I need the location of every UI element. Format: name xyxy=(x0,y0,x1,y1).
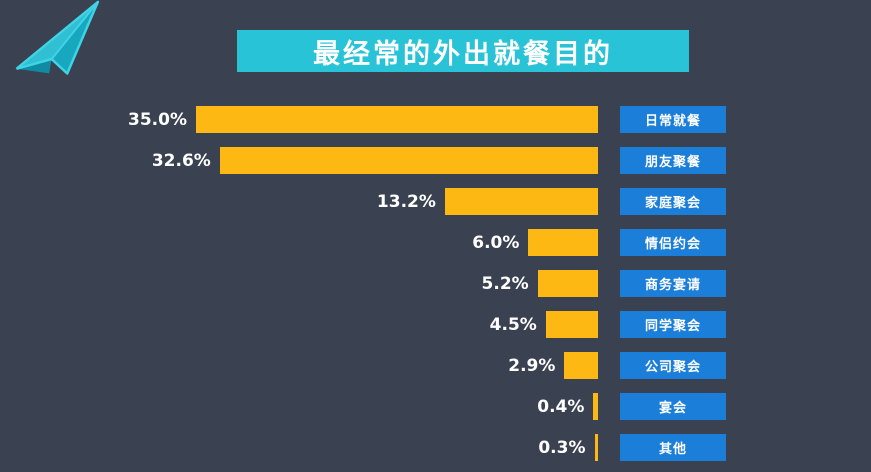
category-label: 同学聚会 xyxy=(644,319,701,334)
category-label: 其他 xyxy=(658,442,687,457)
category-label: 日常就餐 xyxy=(644,114,701,129)
category-label: 家庭聚会 xyxy=(644,196,701,211)
bar xyxy=(594,434,598,461)
category-label-box: 情侣约会 xyxy=(620,229,726,256)
chart-row: 0.3% 其他 xyxy=(128,427,726,468)
category-label-box: 同学聚会 xyxy=(620,311,726,338)
chart-row: 35.0% 日常就餐 xyxy=(128,99,726,140)
bar xyxy=(195,106,598,133)
chart-row: 5.2% 商务宴请 xyxy=(128,263,726,304)
chart-title-banner: 最经常的外出就餐目的 xyxy=(237,30,689,72)
category-label-box: 家庭聚会 xyxy=(620,188,726,215)
value-label: 4.5% xyxy=(489,314,537,335)
category-label: 商务宴请 xyxy=(644,278,701,293)
category-label-box: 公司聚会 xyxy=(620,352,726,379)
value-label: 32.6% xyxy=(151,150,211,171)
category-label-box: 朋友聚餐 xyxy=(620,147,726,174)
category-label: 情侣约会 xyxy=(644,237,701,252)
bar xyxy=(219,147,598,174)
value-label: 35.0% xyxy=(128,109,187,130)
bar xyxy=(528,229,598,256)
value-label: 2.9% xyxy=(508,355,556,376)
paper-plane-icon xyxy=(15,0,100,75)
value-label: 6.0% xyxy=(472,232,520,253)
bar xyxy=(537,270,598,297)
category-label-box: 其他 xyxy=(620,434,726,461)
chart-row: 4.5% 同学聚会 xyxy=(128,304,726,345)
chart-row: 13.2% 家庭聚会 xyxy=(128,181,726,222)
chart-row: 6.0% 情侣约会 xyxy=(128,222,726,263)
bar-chart: 35.0% 日常就餐 32.6% 朋友聚餐 13.2% 家庭聚会 6.0% 情 xyxy=(128,99,726,468)
category-label-box: 商务宴请 xyxy=(620,270,726,297)
value-label: 5.2% xyxy=(481,273,529,294)
category-label: 宴会 xyxy=(658,401,687,416)
value-label: 13.2% xyxy=(376,191,436,212)
value-label: 0.3% xyxy=(538,437,586,458)
bar xyxy=(444,188,598,215)
value-label: 0.4% xyxy=(537,396,585,417)
category-label: 公司聚会 xyxy=(644,360,701,375)
chart-row: 2.9% 公司聚会 xyxy=(128,345,726,386)
chart-row: 32.6% 朋友聚餐 xyxy=(128,140,726,181)
bar xyxy=(564,352,598,379)
chart-row: 0.4% 宴会 xyxy=(128,386,726,427)
bar xyxy=(545,311,598,338)
category-label-box: 日常就餐 xyxy=(620,106,726,133)
category-label: 朋友聚餐 xyxy=(644,155,701,170)
category-label-box: 宴会 xyxy=(620,393,726,420)
chart-title: 最经常的外出就餐目的 xyxy=(313,38,613,70)
bar xyxy=(593,393,598,420)
